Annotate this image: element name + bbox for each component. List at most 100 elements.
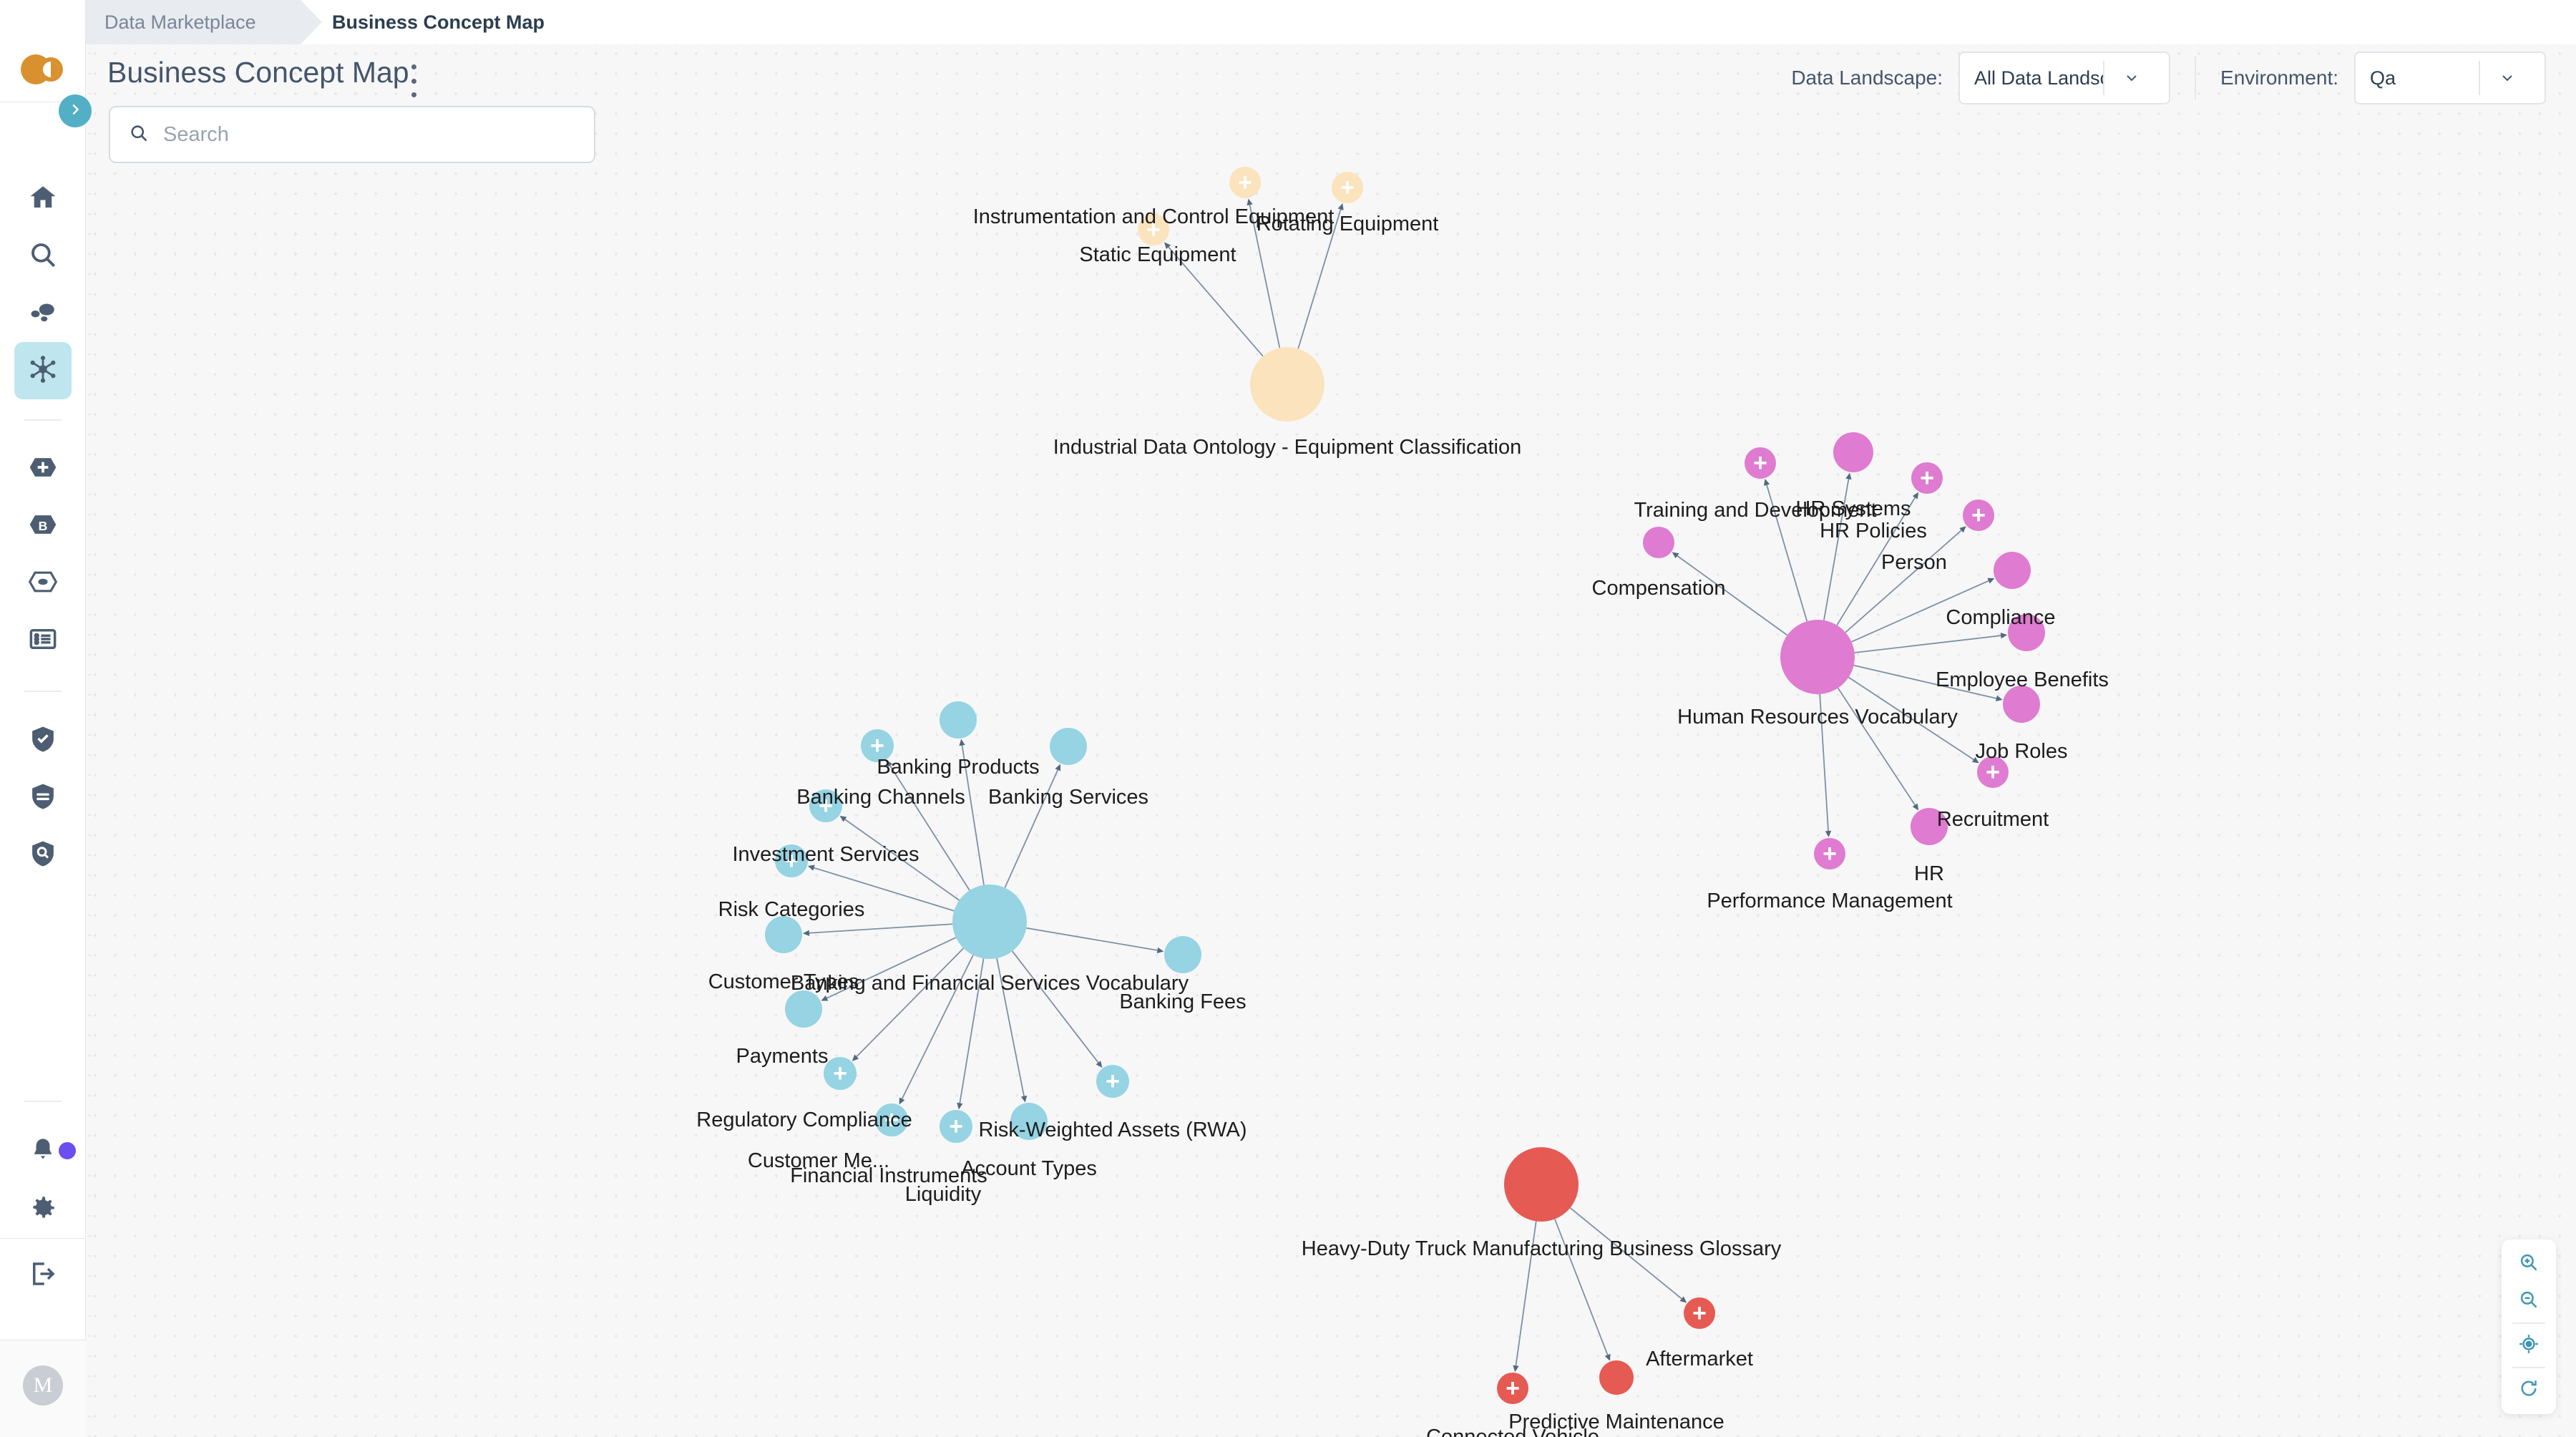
magnifier-plus-icon xyxy=(2518,1252,2540,1277)
rail-divider xyxy=(24,1101,62,1102)
toolbar-divider xyxy=(2195,57,2197,99)
graph-node-label: Human Resources Vocabulary xyxy=(1677,706,1958,729)
graph-node[interactable] xyxy=(940,1110,972,1143)
graph-node-label: Heavy-Duty Truck Manufacturing Business … xyxy=(1301,1237,1782,1260)
logout-icon xyxy=(28,1259,58,1292)
notification-badge xyxy=(59,1142,76,1159)
graph-node[interactable] xyxy=(1963,500,1994,531)
hexagon-plus-icon xyxy=(27,452,59,487)
graph-hub-node[interactable] xyxy=(1780,620,1855,694)
graph-node[interactable] xyxy=(1332,172,1363,203)
breadcrumb-item-data-marketplace[interactable]: Data Marketplace xyxy=(86,0,301,44)
magnifier-minus-icon xyxy=(2518,1289,2540,1314)
search-input[interactable] xyxy=(163,122,550,147)
graph-node-label: Rotating Equipment xyxy=(1256,213,1439,235)
breadcrumb-item-business-concept-map[interactable]: Business Concept Map xyxy=(332,0,545,44)
shield-check-icon xyxy=(28,724,58,758)
graph-hub-node[interactable] xyxy=(952,885,1027,959)
shield-lines-icon xyxy=(28,781,58,815)
sidebar-item-search[interactable] xyxy=(14,228,72,285)
center-view-button[interactable] xyxy=(2502,1327,2556,1364)
graph-node-label: Person xyxy=(1881,551,1947,574)
sidebar-collapse-toggle[interactable] xyxy=(59,94,92,127)
data-landscape-select[interactable]: All Data Landsca... xyxy=(1958,52,2171,104)
sidebar-item-data-lens[interactable] xyxy=(14,555,72,612)
search-box[interactable] xyxy=(109,106,595,163)
graph-node-label: Job Roles xyxy=(1975,740,2068,763)
chevron-down-icon[interactable] xyxy=(2480,69,2534,87)
shield-search-icon xyxy=(28,839,58,872)
data-landscape-value: All Data Landsca... xyxy=(1974,67,2103,89)
kebab-dot xyxy=(411,64,416,69)
graph-node[interactable] xyxy=(1497,1373,1528,1404)
graph-node-label: Customer Types xyxy=(708,970,859,993)
graph-node-label: Banking Products xyxy=(877,756,1040,779)
sidebar-item-catalog-list[interactable] xyxy=(14,612,72,669)
home-icon xyxy=(28,182,58,216)
sidebar-item-logout[interactable] xyxy=(14,1247,72,1304)
graph-node-label: Employee Benefits xyxy=(1936,668,2109,691)
left-nav-rail: B xyxy=(0,0,86,1437)
zoom-in-button[interactable] xyxy=(2502,1245,2556,1282)
environment-select[interactable]: Qa xyxy=(2354,52,2546,104)
hexagon-eye-icon xyxy=(27,566,59,601)
graph-node-label: Compliance xyxy=(1946,606,2056,629)
graph-node-label: HR Systems xyxy=(1795,497,1911,520)
graph-node[interactable] xyxy=(1814,838,1845,869)
graph-node-label: HR Policies xyxy=(1820,520,1927,542)
graph-node-label: Banking Fees xyxy=(1119,990,1246,1013)
reset-layout-button[interactable] xyxy=(2502,1371,2556,1408)
graph-node[interactable] xyxy=(1096,1065,1129,1098)
graph-node[interactable] xyxy=(1994,552,2031,589)
environment-value: Qa xyxy=(2370,67,2396,89)
chevron-right-icon xyxy=(67,102,83,121)
sidebar-item-add-entity[interactable] xyxy=(14,440,72,497)
graph-node[interactable] xyxy=(1164,936,1201,973)
graph-node[interactable] xyxy=(1745,447,1776,479)
breadcrumb-label: Data Marketplace xyxy=(104,11,256,33)
more-options-button[interactable] xyxy=(404,64,423,97)
graph-node[interactable] xyxy=(1684,1297,1715,1329)
graph-network-icon xyxy=(27,354,59,389)
graph-node[interactable] xyxy=(1599,1360,1634,1395)
sidebar-item-data-assets[interactable] xyxy=(14,285,72,342)
graph-hub-node[interactable] xyxy=(1250,347,1324,422)
graph-node[interactable] xyxy=(824,1057,857,1090)
sidebar-item-policy[interactable] xyxy=(14,769,72,827)
graph-node-label: Recruitment xyxy=(1936,808,2049,831)
kebab-dot xyxy=(411,92,416,97)
data-landscape-label: Data Landscape: xyxy=(1791,67,1943,89)
zoom-divider xyxy=(2512,1367,2545,1368)
brand-logo[interactable] xyxy=(0,37,86,102)
breadcrumb: Data Marketplace Business Concept Map xyxy=(86,0,2576,44)
graph-node[interactable] xyxy=(1911,462,1943,494)
svg-text:B: B xyxy=(39,519,48,533)
graph-node-label: Payments xyxy=(736,1045,829,1068)
graph-node-label: Performance Management xyxy=(1707,890,1953,912)
page-title: Business Concept Map xyxy=(107,56,409,89)
chevron-down-icon[interactable] xyxy=(2104,69,2159,87)
graph-node[interactable] xyxy=(785,990,822,1028)
rail-divider xyxy=(24,419,62,421)
sidebar-item-discovery[interactable] xyxy=(14,827,72,884)
zoom-out-button[interactable] xyxy=(2502,1282,2556,1320)
sidebar-item-business-glossary[interactable]: B xyxy=(14,497,72,555)
refresh-icon xyxy=(2518,1378,2540,1403)
graph-node[interactable] xyxy=(1229,167,1261,198)
crosshair-target-icon xyxy=(2518,1333,2540,1358)
sidebar-item-home[interactable] xyxy=(14,170,72,228)
graph-node[interactable] xyxy=(940,701,977,739)
canvas-filters: Data Landscape: All Data Landsca... Envi… xyxy=(1791,52,2546,104)
graph-node[interactable] xyxy=(1833,432,1873,472)
concept-map-canvas[interactable]: Industrial Data Ontology - Equipment Cla… xyxy=(86,44,2576,1437)
sidebar-item-governance[interactable] xyxy=(14,712,72,769)
avatar[interactable]: M xyxy=(23,1365,63,1406)
graph-hub-node[interactable] xyxy=(1504,1147,1579,1222)
sidebar-item-concept-map[interactable] xyxy=(14,342,72,399)
sidebar-item-notifications[interactable] xyxy=(14,1124,72,1181)
graph-node[interactable] xyxy=(1050,728,1087,765)
sidebar-item-settings[interactable] xyxy=(14,1181,72,1238)
bell-icon xyxy=(28,1136,58,1169)
graph-node-label: Risk-Weighted Assets (RWA) xyxy=(978,1119,1247,1141)
graph-node[interactable] xyxy=(1643,527,1674,558)
